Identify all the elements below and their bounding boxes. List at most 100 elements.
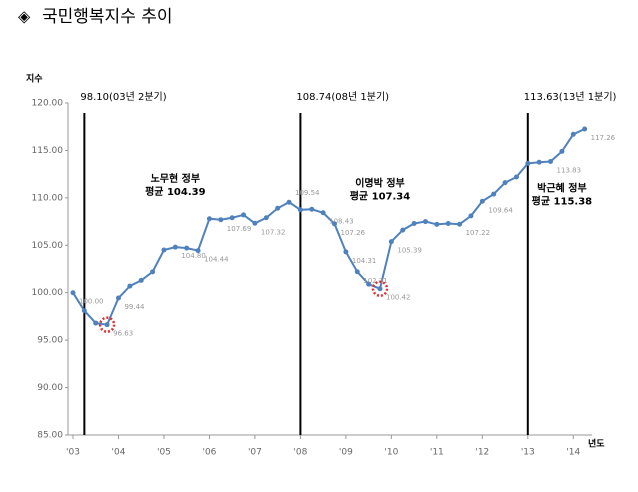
x-tick-label: '04 xyxy=(112,448,126,458)
point xyxy=(332,221,338,227)
point xyxy=(241,212,247,218)
y-tick-label: 105.00 xyxy=(32,241,64,251)
point xyxy=(218,217,224,223)
data-label: 102.21 xyxy=(363,277,388,285)
point xyxy=(343,249,349,255)
point xyxy=(70,290,76,296)
point xyxy=(366,281,372,287)
point xyxy=(570,131,576,137)
data-label: 104.31 xyxy=(352,257,377,265)
point xyxy=(93,320,99,326)
x-tick-label: '14 xyxy=(566,448,580,458)
point xyxy=(377,286,383,292)
point xyxy=(411,220,417,226)
point xyxy=(150,269,156,275)
point xyxy=(479,198,485,204)
point xyxy=(104,322,110,328)
point xyxy=(252,220,258,226)
x-tick-label: '13 xyxy=(521,448,535,458)
annotation: 노무현 정부 xyxy=(151,172,200,185)
point xyxy=(161,247,167,253)
annotation: 평균 104.39 xyxy=(145,185,206,198)
point xyxy=(81,308,87,314)
data-label: 107.69 xyxy=(227,225,252,233)
data-label: 109.64 xyxy=(488,206,513,214)
point xyxy=(457,221,463,227)
annotation: 박근혜 정부 xyxy=(537,181,586,194)
marker-label: 113.63(13년 1분기) xyxy=(524,91,617,103)
data-label: 104.80 xyxy=(181,252,206,260)
point xyxy=(184,245,190,251)
y-axis-label: 지수 xyxy=(26,73,43,85)
point xyxy=(513,174,519,180)
y-tick-label: 115.00 xyxy=(32,146,64,156)
x-tick-label: '07 xyxy=(248,448,262,458)
data-label: 99.44 xyxy=(124,303,145,311)
annotation: 평균 115.38 xyxy=(532,194,593,207)
point xyxy=(422,219,428,225)
line xyxy=(72,128,586,326)
y-tick-label: 85.00 xyxy=(37,431,63,441)
data-label: 104.44 xyxy=(204,256,229,264)
x-tick-label: '06 xyxy=(202,448,216,458)
data-label: 109.54 xyxy=(295,189,320,197)
point xyxy=(525,160,531,166)
point xyxy=(297,207,303,213)
data-label: 100.00 xyxy=(79,298,104,306)
x-tick-label: '09 xyxy=(339,448,353,458)
point xyxy=(115,295,121,301)
annotation: 평균 107.34 xyxy=(350,190,411,203)
data-label: 113.83 xyxy=(557,167,582,175)
point xyxy=(388,239,394,245)
point xyxy=(445,220,451,226)
point xyxy=(127,283,133,289)
data-label: 107.22 xyxy=(466,229,491,237)
point xyxy=(320,210,326,216)
y-tick-label: 95.00 xyxy=(37,336,63,346)
data-label: 107.32 xyxy=(261,228,286,236)
point xyxy=(206,216,212,222)
chart-title: 국민행복지수 추이 xyxy=(42,7,173,27)
point xyxy=(559,148,565,154)
point xyxy=(502,180,508,186)
x-tick-label: '12 xyxy=(475,448,489,458)
point xyxy=(582,126,588,132)
data-label: 105.39 xyxy=(397,247,422,255)
point xyxy=(309,206,315,212)
data-label: 117.26 xyxy=(591,134,616,142)
point xyxy=(275,205,281,211)
data-label: 96.63 xyxy=(113,330,133,338)
point xyxy=(400,227,406,233)
highlight xyxy=(371,280,389,297)
point xyxy=(138,277,144,283)
y-tick-label: 90.00 xyxy=(37,383,63,393)
point xyxy=(354,269,360,275)
point xyxy=(286,199,292,205)
data-label: 100.42 xyxy=(386,294,411,302)
point xyxy=(536,159,542,165)
x-tick-label: '10 xyxy=(384,448,398,458)
data-label: 107.26 xyxy=(341,229,366,237)
point xyxy=(468,213,474,219)
x-tick-label: '05 xyxy=(157,448,171,458)
point xyxy=(434,221,440,227)
y-tick-label: 100.00 xyxy=(32,288,64,298)
point xyxy=(195,248,201,254)
marker-label: 108.74(08년 1분기) xyxy=(296,91,389,103)
y-tick-label: 120.00 xyxy=(32,99,64,109)
marker-label: 98.10(03년 2분기) xyxy=(80,91,166,103)
point xyxy=(172,244,178,250)
point xyxy=(491,191,497,197)
title-symbol: ◈ xyxy=(18,7,31,26)
x-tick-label: '11 xyxy=(430,448,444,458)
x-axis-label: 년도 xyxy=(588,438,605,450)
x-tick-label: '03 xyxy=(66,448,80,458)
x-tick-label: '08 xyxy=(293,448,307,458)
point xyxy=(229,215,235,221)
annotation: 이명박 정부 xyxy=(355,177,404,190)
highlight xyxy=(98,316,116,333)
point xyxy=(263,215,269,221)
point xyxy=(548,159,554,165)
data-label: 108.43 xyxy=(329,218,354,226)
